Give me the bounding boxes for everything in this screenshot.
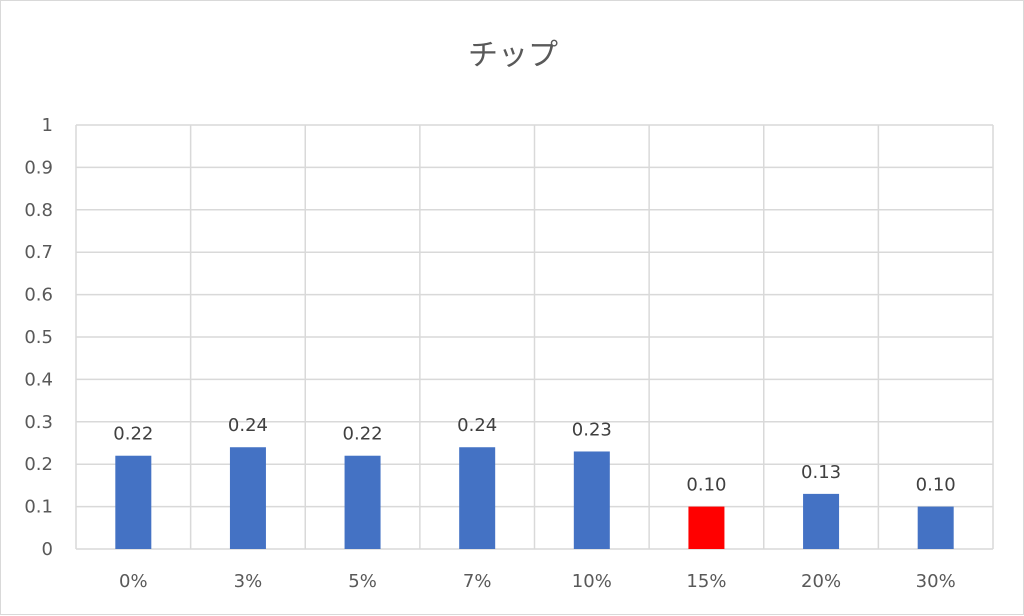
x-tick-label: 20% <box>801 571 841 592</box>
data-label: 0.22 <box>343 424 383 445</box>
x-tick-label: 5% <box>348 571 377 592</box>
x-tick-label: 0% <box>119 571 148 592</box>
x-tick-label: 10% <box>572 571 612 592</box>
y-tick-label: 0.1 <box>24 497 53 518</box>
bar <box>688 506 725 549</box>
chart-title: チップ <box>468 38 558 73</box>
bars <box>115 447 954 549</box>
y-tick-label: 0.7 <box>24 242 53 263</box>
y-tick-label: 0.5 <box>24 327 53 348</box>
bar <box>573 451 610 549</box>
y-tick-label: 0.4 <box>24 369 53 390</box>
x-tick-label: 7% <box>463 571 492 592</box>
data-label: 0.10 <box>916 475 956 496</box>
x-tick-label: 3% <box>234 571 263 592</box>
data-label: 0.22 <box>113 424 153 445</box>
data-label: 0.13 <box>801 462 841 483</box>
y-tick-label: 0.9 <box>24 157 53 178</box>
bar <box>459 447 496 549</box>
y-tick-label: 0.6 <box>24 285 53 306</box>
x-tick-label: 15% <box>686 571 726 592</box>
data-labels: 0.22 0.24 0.22 0.24 0.23 0.10 0.13 0.10 <box>113 415 955 495</box>
y-tick-label: 0.3 <box>24 412 53 433</box>
x-tick-label: 30% <box>916 571 956 592</box>
y-axis: 0 0.1 0.2 0.3 0.4 0.5 0.6 0.7 0.8 0.9 1 <box>24 115 53 560</box>
data-label: 0.24 <box>457 415 497 436</box>
bar <box>917 506 954 549</box>
bar <box>344 455 381 549</box>
x-axis: 0% 3% 5% 7% 10% 15% 20% 30% <box>119 571 956 592</box>
data-label: 0.10 <box>686 475 726 496</box>
bar <box>229 447 266 549</box>
y-tick-label: 0.2 <box>24 454 53 475</box>
y-tick-label: 0 <box>42 539 53 560</box>
data-label: 0.23 <box>572 419 612 440</box>
bar <box>803 493 840 549</box>
y-tick-label: 1 <box>42 115 53 136</box>
grid <box>75 124 994 550</box>
data-label: 0.24 <box>228 415 268 436</box>
y-tick-label: 0.8 <box>24 200 53 221</box>
bar <box>115 455 152 549</box>
